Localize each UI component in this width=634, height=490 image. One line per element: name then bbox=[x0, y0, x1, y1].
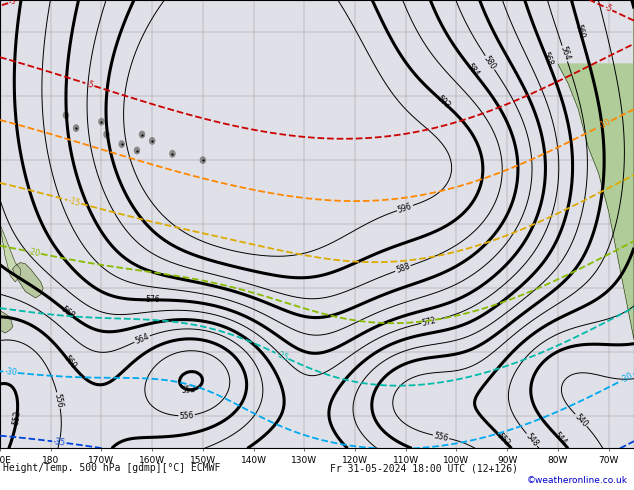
Text: -15: -15 bbox=[67, 196, 81, 208]
Text: 556: 556 bbox=[53, 392, 65, 409]
Circle shape bbox=[99, 119, 104, 125]
Text: 560: 560 bbox=[62, 354, 78, 371]
Text: -35: -35 bbox=[53, 437, 66, 447]
Text: 564: 564 bbox=[558, 45, 571, 62]
Text: 556: 556 bbox=[179, 411, 194, 420]
Text: 580: 580 bbox=[482, 54, 498, 71]
Text: 572: 572 bbox=[421, 316, 437, 327]
Circle shape bbox=[200, 157, 205, 163]
Text: -25: -25 bbox=[275, 349, 290, 363]
Circle shape bbox=[63, 112, 68, 119]
Text: -5: -5 bbox=[8, 0, 18, 7]
Text: -30: -30 bbox=[619, 371, 634, 385]
Polygon shape bbox=[0, 307, 13, 333]
Text: 576: 576 bbox=[145, 295, 160, 304]
Circle shape bbox=[170, 150, 175, 157]
Text: 552: 552 bbox=[11, 410, 22, 425]
Text: Fr 31-05-2024 18:00 UTC (12+126): Fr 31-05-2024 18:00 UTC (12+126) bbox=[330, 463, 518, 473]
Text: 544: 544 bbox=[552, 431, 568, 447]
Text: 592: 592 bbox=[435, 94, 451, 110]
Circle shape bbox=[74, 125, 79, 131]
Circle shape bbox=[150, 138, 155, 144]
Circle shape bbox=[139, 131, 145, 138]
Text: -10: -10 bbox=[597, 117, 612, 131]
Text: -5: -5 bbox=[85, 79, 95, 90]
Text: 556: 556 bbox=[433, 431, 449, 443]
Text: Height/Temp. 500 hPa [gdmp][°C] ECMWF: Height/Temp. 500 hPa [gdmp][°C] ECMWF bbox=[3, 463, 221, 473]
Polygon shape bbox=[13, 263, 43, 298]
Text: ©weatheronline.co.uk: ©weatheronline.co.uk bbox=[527, 476, 628, 485]
Text: 568: 568 bbox=[540, 51, 554, 68]
Text: -5: -5 bbox=[602, 3, 613, 14]
Text: 552: 552 bbox=[181, 385, 197, 395]
Circle shape bbox=[134, 147, 139, 154]
Polygon shape bbox=[0, 192, 20, 282]
Text: 568: 568 bbox=[60, 304, 76, 320]
Text: 584: 584 bbox=[465, 62, 481, 79]
Text: 596: 596 bbox=[397, 201, 413, 215]
Text: 588: 588 bbox=[394, 262, 411, 275]
Text: 564: 564 bbox=[134, 332, 150, 346]
Circle shape bbox=[104, 131, 109, 138]
Text: -20: -20 bbox=[27, 247, 41, 258]
Polygon shape bbox=[558, 0, 634, 340]
Circle shape bbox=[119, 141, 124, 147]
Text: 548: 548 bbox=[524, 432, 540, 448]
Text: 560: 560 bbox=[574, 23, 586, 39]
Text: -30: -30 bbox=[4, 367, 17, 377]
Text: 540: 540 bbox=[573, 412, 589, 429]
Text: 552: 552 bbox=[495, 432, 512, 448]
